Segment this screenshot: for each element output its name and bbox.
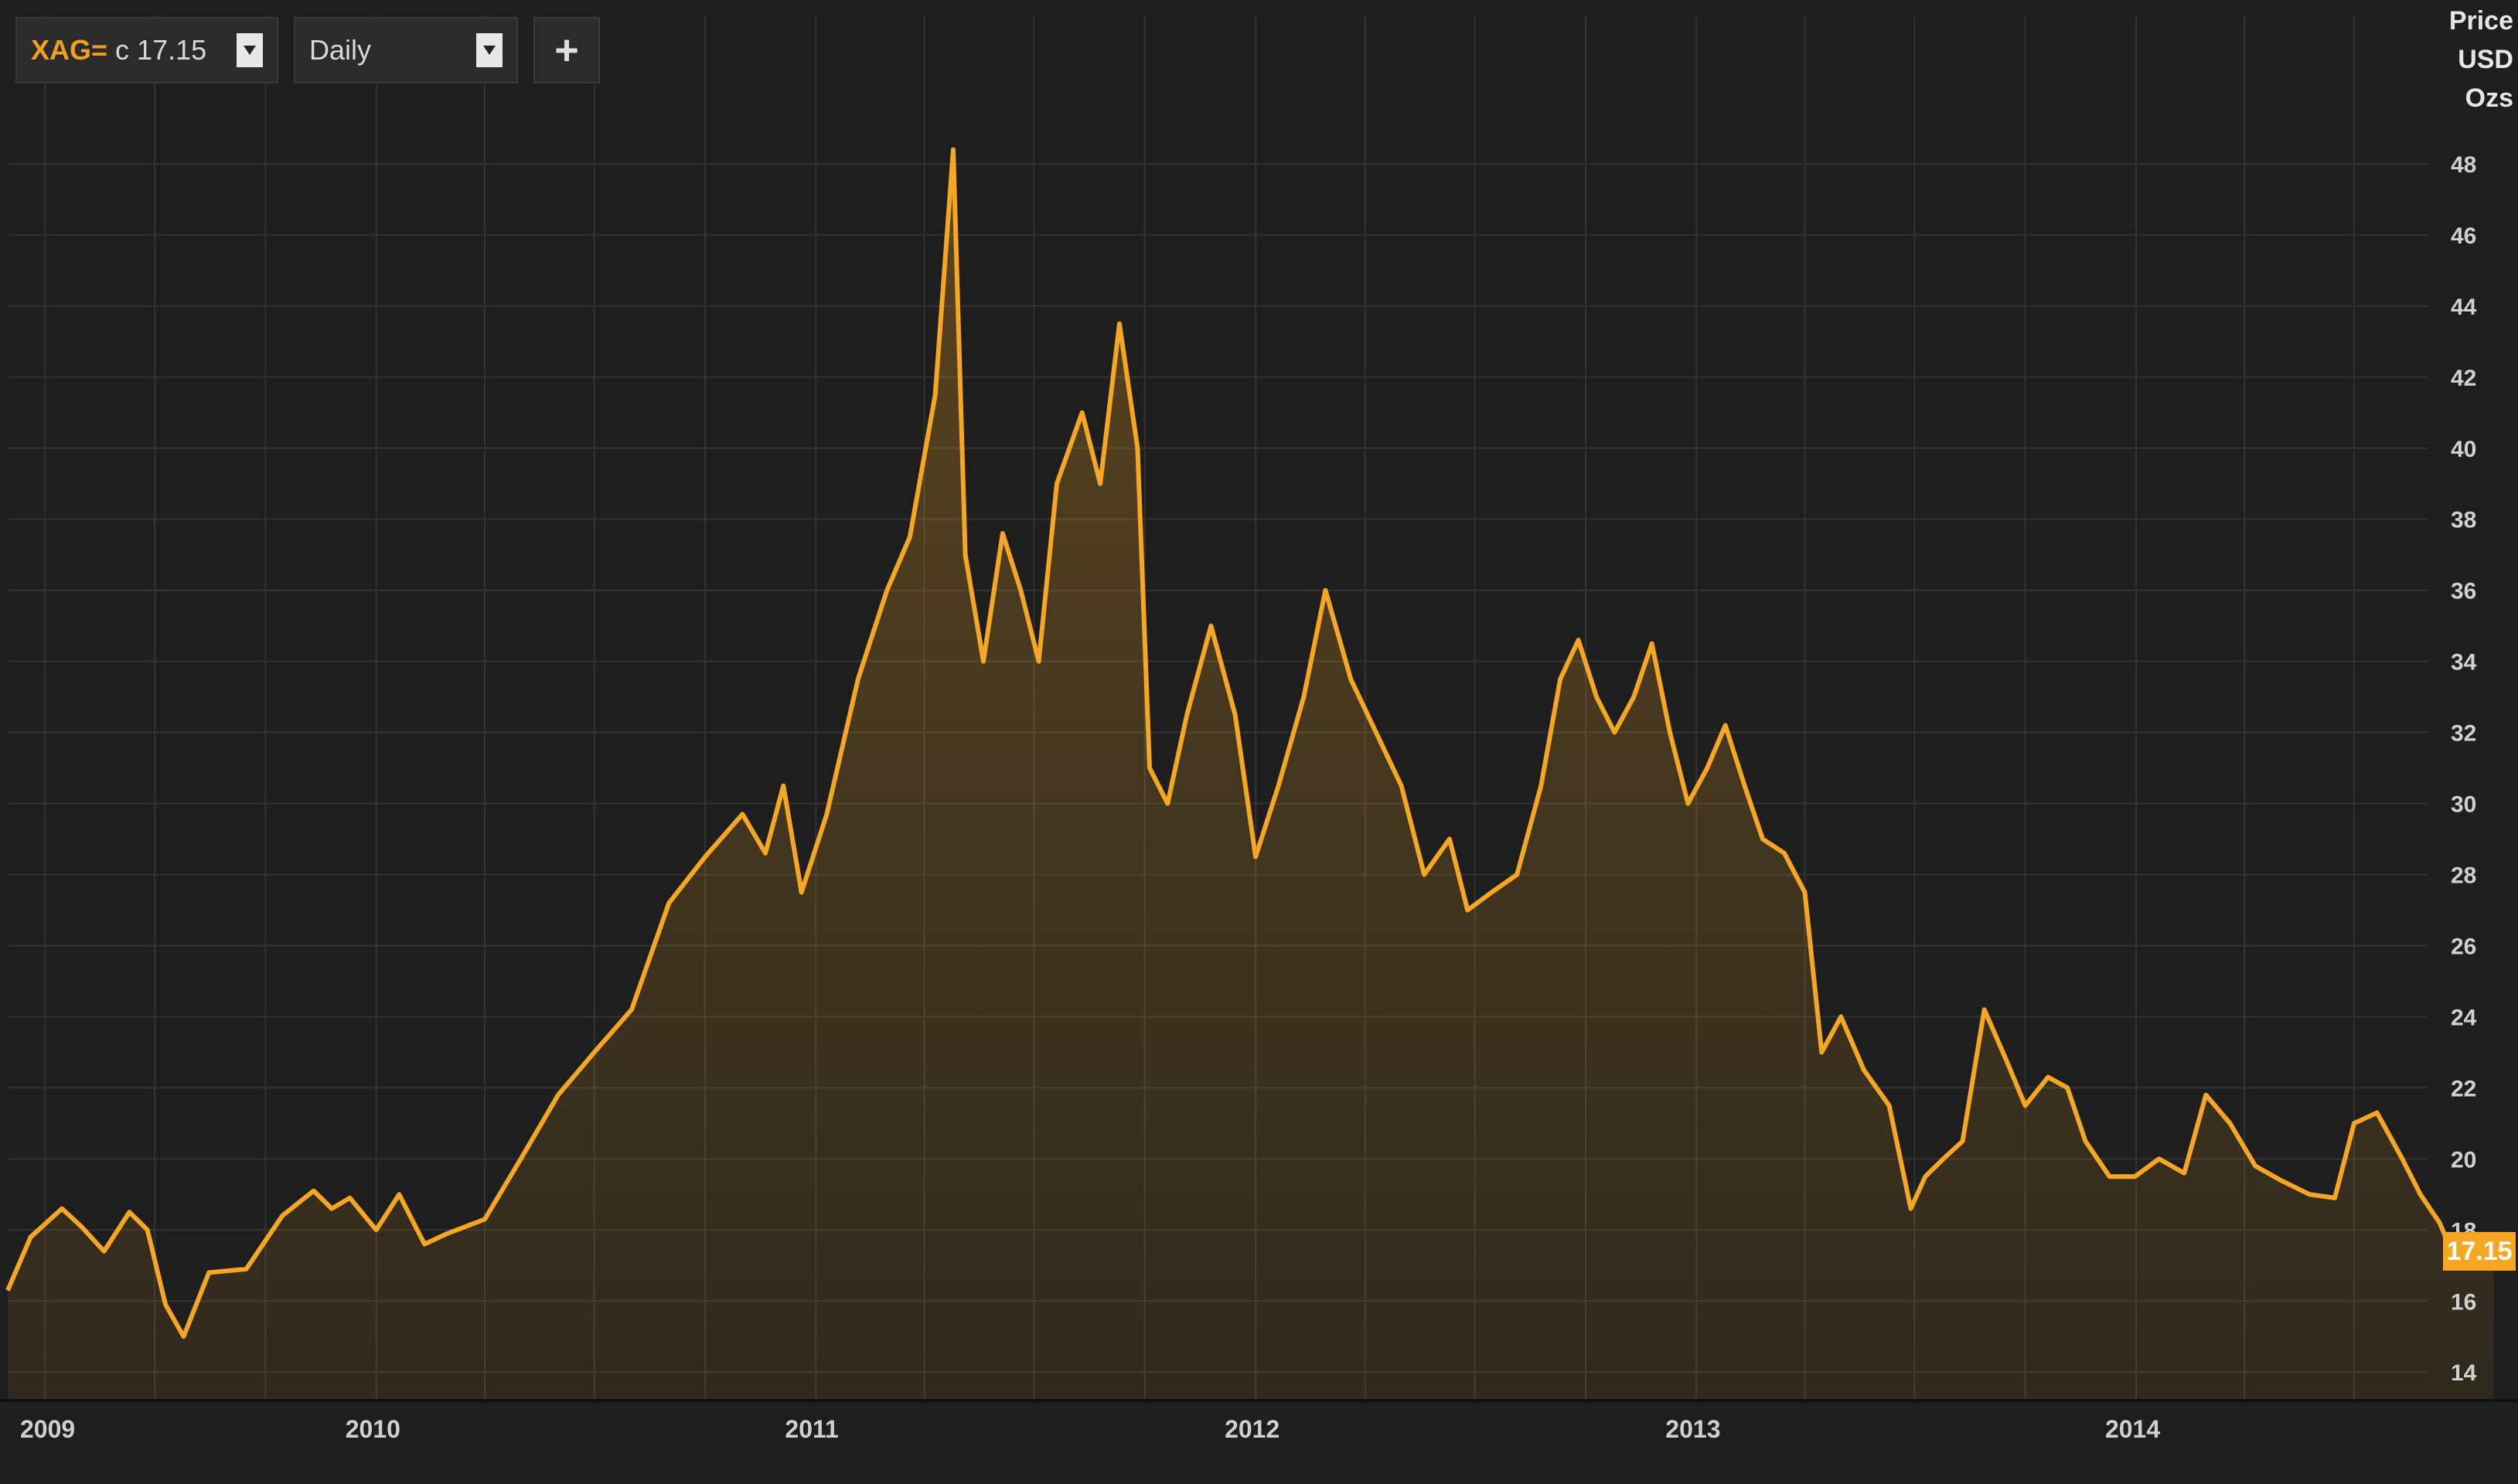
y-tick-label: 20 xyxy=(2451,1147,2476,1173)
x-axis-tick-labels: 2009 2010 2011 2012 2013 2014 xyxy=(20,1415,2160,1443)
y-tick-label: 34 xyxy=(2451,650,2477,676)
interval-selector[interactable]: Daily xyxy=(294,17,518,83)
x-tick-label: 2014 xyxy=(2105,1415,2160,1443)
y-tick-label: 36 xyxy=(2451,579,2476,604)
plus-icon: + xyxy=(554,27,579,73)
unit-line-weight: Ozs xyxy=(2465,83,2513,113)
instrument-selector[interactable]: XAG= c 17.15 xyxy=(15,17,278,83)
last-price-tag: 17.15 xyxy=(2443,1232,2516,1271)
x-tick-label: 2013 xyxy=(1665,1415,1720,1443)
y-tick-label: 22 xyxy=(2451,1076,2476,1101)
instrument-code: XAG= xyxy=(31,34,108,66)
x-tick-label: 2011 xyxy=(785,1415,838,1443)
y-tick-label: 46 xyxy=(2451,223,2476,249)
add-button[interactable]: + xyxy=(533,17,600,83)
x-tick-label: 2009 xyxy=(20,1415,75,1443)
chart-toolbar: XAG= c 17.15 Daily + xyxy=(15,17,600,83)
y-tick-label: 26 xyxy=(2451,934,2476,959)
y-tick-label: 48 xyxy=(2451,152,2476,178)
chevron-down-icon[interactable] xyxy=(476,33,503,67)
x-tick-label: 2010 xyxy=(346,1415,400,1443)
y-tick-label: 16 xyxy=(2451,1289,2476,1315)
unit-line-currency: USD xyxy=(2458,45,2513,74)
price-area-fill xyxy=(8,149,2494,1401)
y-tick-label: 38 xyxy=(2451,508,2476,533)
unit-line-price: Price xyxy=(2448,6,2513,36)
instrument-value: c 17.15 xyxy=(115,34,207,66)
y-tick-label: 44 xyxy=(2451,294,2477,320)
price-series-line[interactable] xyxy=(5,147,2496,1339)
y-tick-label: 32 xyxy=(2451,721,2476,747)
y-tick-label: 30 xyxy=(2451,792,2476,818)
y-tick-label: 28 xyxy=(2451,863,2476,889)
interval-value: Daily xyxy=(309,34,372,66)
y-tick-label: 40 xyxy=(2451,437,2476,462)
y-axis-unit-label: Price USD Ozs xyxy=(2449,2,2513,117)
y-tick-label: 42 xyxy=(2451,366,2476,391)
x-tick-label: 2012 xyxy=(1225,1415,1279,1443)
chevron-down-icon[interactable] xyxy=(237,33,263,67)
y-tick-label: 24 xyxy=(2451,1005,2477,1030)
y-tick-label: 14 xyxy=(2451,1360,2477,1386)
